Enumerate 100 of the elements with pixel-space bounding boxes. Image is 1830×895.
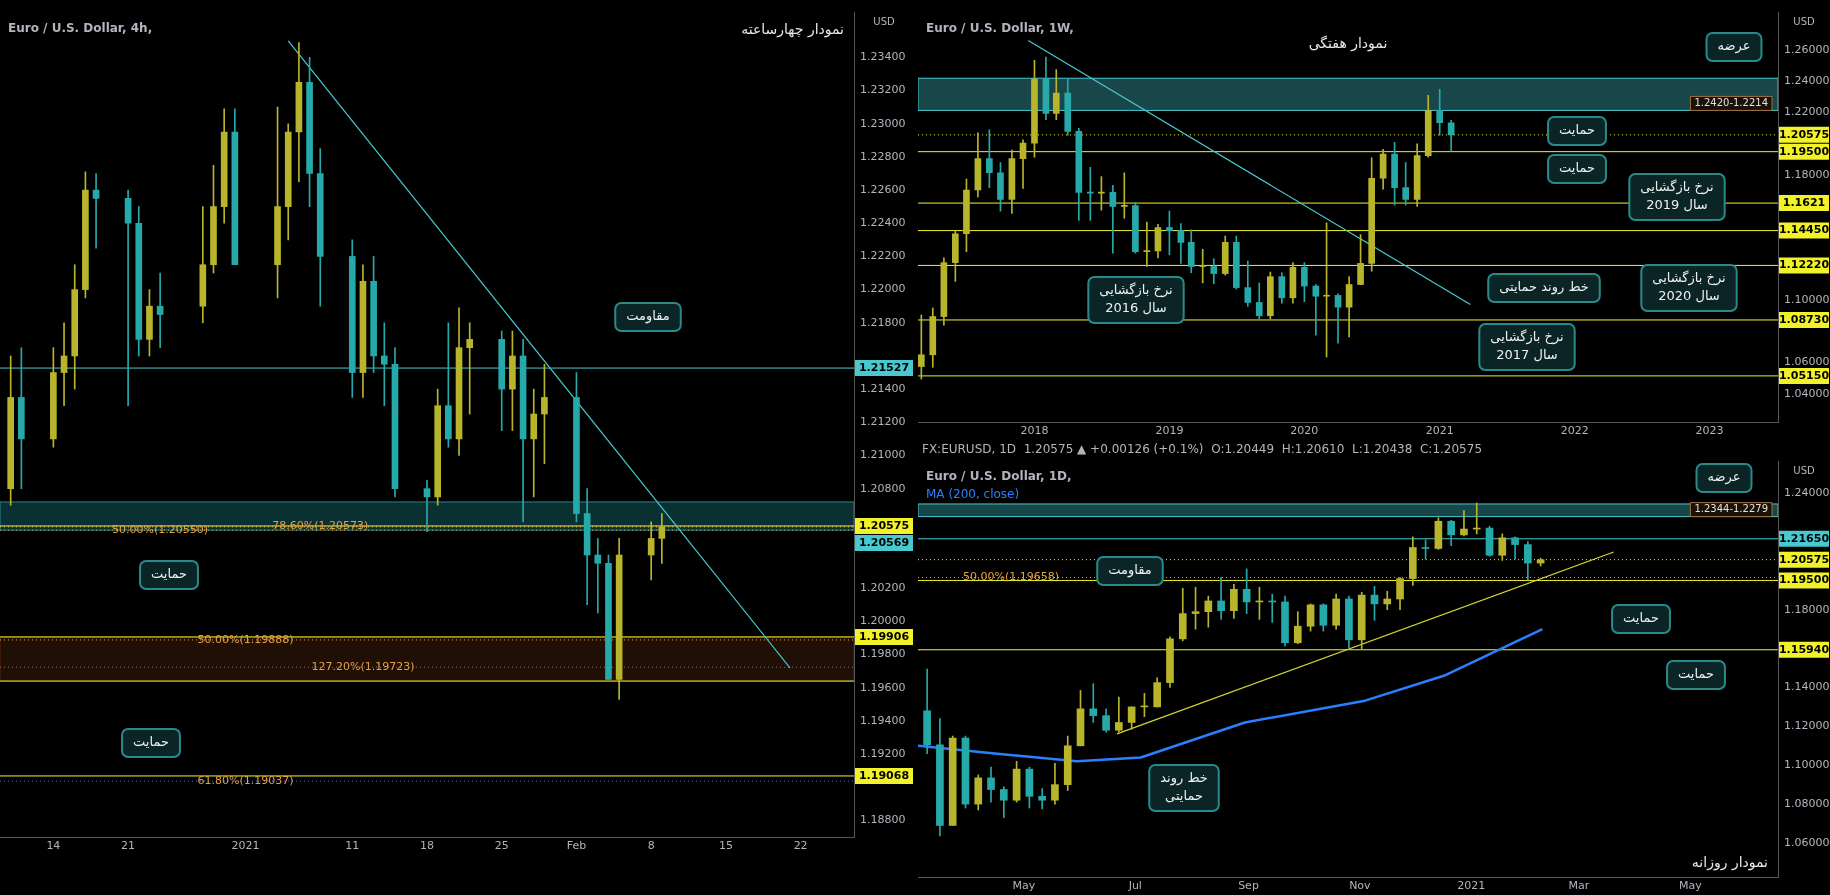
band-label: 1.2344-1.2279 xyxy=(1694,503,1768,515)
x-tick-label: 22 xyxy=(793,839,808,853)
annotation: 50.00%(1.19658) xyxy=(963,570,1060,584)
y-tick-label: 1.24000 xyxy=(1784,485,1830,499)
y-tick-label: 1.10000 xyxy=(1784,292,1830,306)
annotation: خط روند حمایتی xyxy=(1160,770,1208,804)
ref-line-label: 1.15940 xyxy=(1778,642,1830,656)
x-tick-label: 2021 xyxy=(1457,879,1486,893)
y-tick-label: 1.06000 xyxy=(1784,835,1830,849)
candlestick xyxy=(1120,172,1128,219)
y-tick-label: 1.23400 xyxy=(860,50,906,64)
y-tick-label: 1.22200 xyxy=(860,249,906,263)
annotation: حمایت xyxy=(1559,160,1595,176)
text: FX:EURUSD, 1D 1.20575 ▲ +0.00126 (+0.1%) O:1.20449 H:1.20610 L:1.20438 C:1.20575 xyxy=(922,442,1483,457)
x-tick-label: Nov xyxy=(1349,879,1372,893)
ref-line-label: 1.19500 xyxy=(1778,144,1830,158)
band-label: 1.2420-1.2214 xyxy=(1694,97,1768,109)
annotation: 50.00%(1.19888) xyxy=(197,632,294,646)
annotation: 127.20%(1.19723) xyxy=(311,660,415,674)
y-tick-label: 1.22600 xyxy=(860,182,906,196)
y-tick-label: 1.10000 xyxy=(1784,758,1830,772)
y-tick-label: 1.21800 xyxy=(860,315,906,329)
annotation: خط روند حمایتی xyxy=(1499,279,1589,296)
annotation: حمایت xyxy=(133,734,169,750)
annotation: حمایت xyxy=(1559,122,1595,138)
annotation: نرخ بازگشایی سال 2019 xyxy=(1640,179,1714,213)
ref-line-label: 1.1621 xyxy=(1782,195,1826,209)
ref-line-label: 1.12220 xyxy=(1778,258,1830,272)
text: Euro / U.S. Dollar, 1D, xyxy=(926,469,1072,484)
text: Euro / U.S. Dollar, 4h, xyxy=(8,20,153,35)
ref-line-label: 1.19500 xyxy=(1778,573,1830,587)
y-tick-label: 1.18000 xyxy=(1784,167,1830,181)
x-tick-label: Mar xyxy=(1568,879,1590,893)
text: نمودار هفتگی xyxy=(1308,35,1388,53)
y-tick-label: 1.18000 xyxy=(1784,602,1830,616)
y-axis-title: USD xyxy=(873,16,895,28)
x-tick-label: 2020 xyxy=(1290,424,1319,438)
y-tick-label: 1.19200 xyxy=(860,746,906,760)
ref-line-label: 1.08730 xyxy=(1778,312,1830,326)
x-tick-label: 15 xyxy=(718,839,733,853)
y-tick-label: 1.22800 xyxy=(860,149,906,163)
x-tick-label: 2019 xyxy=(1155,424,1184,438)
annotation: حمایت xyxy=(151,566,187,582)
text: MA (200, close) xyxy=(926,487,1020,502)
annotation: نرخ بازگشایی سال 2017 xyxy=(1490,329,1564,363)
annotation: مقاومت xyxy=(1108,562,1152,579)
annotation: 50.00%(1.20550) xyxy=(112,522,209,536)
x-tick-label: Jul xyxy=(1127,879,1142,893)
ref-line-label: 1.20575 xyxy=(1778,127,1830,141)
x-tick-label: 11 xyxy=(345,839,360,853)
ref-line-label: 1.20575 xyxy=(1778,552,1830,566)
y-tick-label: 1.21200 xyxy=(860,415,906,429)
x-tick-label: 2021 xyxy=(1425,424,1454,438)
y-tick-label: 1.14000 xyxy=(1784,680,1830,694)
ref-line-label: 1.20569 xyxy=(858,535,910,549)
ref-line-label: 1.21650 xyxy=(1778,531,1830,545)
y-tick-label: 1.12000 xyxy=(1784,719,1830,733)
y-tick-label: 1.24000 xyxy=(1784,74,1830,88)
ref-line-label: 1.14450 xyxy=(1778,223,1830,237)
x-tick-label: 8 xyxy=(647,839,655,853)
y-tick-label: 1.23000 xyxy=(860,116,906,130)
annotation: نرخ بازگشایی سال 2020 xyxy=(1652,270,1726,304)
x-tick-label: 14 xyxy=(46,839,61,853)
ref-line-label: 1.20575 xyxy=(858,518,910,532)
y-tick-label: 1.20200 xyxy=(860,581,906,595)
x-tick-label: May xyxy=(1012,879,1036,893)
annotation: عرضه xyxy=(1717,38,1751,55)
x-tick-label: 2022 xyxy=(1560,424,1589,438)
y-tick-label: 1.22000 xyxy=(860,282,906,296)
y-tick-label: 1.19800 xyxy=(860,647,906,661)
y-tick-label: 1.21400 xyxy=(860,382,906,395)
x-tick-label: Feb xyxy=(566,839,587,853)
y-tick-label: 1.08000 xyxy=(1784,796,1830,810)
y-tick-label: 1.23200 xyxy=(860,83,906,97)
x-tick-label: Sep xyxy=(1238,879,1259,893)
y-tick-label: 1.22400 xyxy=(860,216,906,230)
annotation: حمایت xyxy=(1678,666,1714,682)
ref-line-label: 1.19068 xyxy=(858,768,910,782)
text: نمودار روزانه xyxy=(1691,853,1768,871)
annotation: نرخ بازگشایی سال 2016 xyxy=(1099,282,1173,316)
y-axis-title: USD xyxy=(1793,464,1815,476)
x-tick-label: 2023 xyxy=(1695,424,1724,438)
x-tick-label: 21 xyxy=(121,839,136,853)
annotation: حمایت xyxy=(1623,610,1659,626)
candlestick xyxy=(1199,249,1207,284)
text: Euro / U.S. Dollar, 1W, xyxy=(926,20,1074,35)
y-tick-label: 1.20000 xyxy=(860,614,906,628)
annotation: عرضه xyxy=(1707,469,1741,486)
x-tick-label: 2021 xyxy=(231,839,260,853)
y-tick-label: 1.18800 xyxy=(860,813,906,827)
text: نمودار چهارساعته xyxy=(741,21,844,39)
y-tick-label: 1.20800 xyxy=(860,481,906,495)
y-tick-label: 1.26000 xyxy=(1784,42,1830,56)
ref-line-label: 1.21527 xyxy=(858,360,910,374)
ref-line-label: 1.19906 xyxy=(858,629,910,643)
x-tick-label: 2018 xyxy=(1020,424,1049,438)
y-tick-label: 1.21000 xyxy=(860,448,906,462)
y-axis-title: USD xyxy=(1793,16,1815,28)
ref-line-label: 1.05150 xyxy=(1778,368,1830,382)
y-tick-label: 1.06000 xyxy=(1784,355,1830,369)
